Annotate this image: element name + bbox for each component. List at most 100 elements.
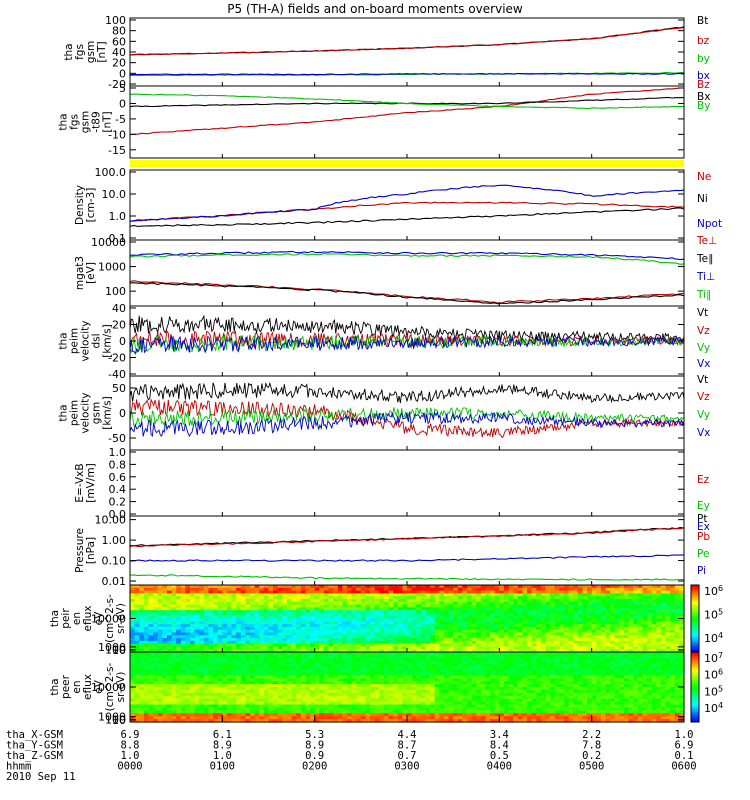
series-line-Ni [129,207,685,228]
footer-value: 8.9 [213,740,232,752]
colorbar-tick-label: 105 [704,684,723,698]
y-tick-label: -40 [108,368,126,381]
footer-value: 0100 [210,761,235,773]
y-tick-label: 100.0 [95,166,127,179]
series-line-bz [129,27,685,56]
y-axis-label: (cm^2-s- [104,594,116,643]
footer-value: 0200 [302,761,327,773]
y-axis-label: tha [58,404,70,421]
y-axis-label: velocity [80,392,92,433]
y-axis-label: [km/s] [102,324,114,358]
legend-label-Vx: Vx [697,358,710,370]
y-axis-label: Density [74,185,86,225]
y-tick-label: 1000 [98,641,126,654]
colorbar-9 [691,652,699,723]
y-axis-label: gsm [80,111,92,133]
legend-label-Ti∥: Ti∥ [696,289,711,301]
legend-label-Pb: Pb [697,531,710,543]
y-axis-label: en [71,612,83,625]
y-tick-label: 1.00 [102,534,127,547]
y-axis-label: (cm^2-s- [104,662,116,711]
series-line-Bt [129,26,685,56]
series-line-Vx [129,410,685,438]
y-axis-label: mgat3 [74,256,86,290]
y-tick-label: 0 [119,407,126,420]
legend-label-Npot: Npot [697,218,722,230]
footer-label-tha_Z-GSM: tha_Z-GSM [6,750,63,762]
legend-label-Ti⊥: Ti⊥ [696,271,715,283]
y-axis-label: fgs [74,44,86,60]
y-axis-label: tha [58,113,70,130]
legend-label-Ex: Ex [697,521,710,533]
y-tick-label: 1000 [98,261,126,274]
footer-label-hhmm: hhmm [6,761,31,773]
y-tick-label: 0.1 [109,232,127,245]
colorbar-tick-label: 106 [704,668,723,682]
legend-label-Ne: Ne [697,171,711,183]
y-axis-label: Pressure [74,528,86,573]
panel-frame-1 [129,85,685,159]
series-line-Pb [129,527,685,548]
y-tick-label: -15 [108,144,126,157]
y-axis-label: [nT] [96,41,108,62]
y-tick-label: 10000 [91,613,126,626]
footer-value: 6.9 [675,740,694,752]
panel-frame-6 [129,449,685,517]
chart-title: P5 (TH-A) fields and on-board moments ov… [227,2,523,16]
y-tick-label: 0.01 [102,575,127,588]
y-axis-label: fgs [69,114,81,130]
y-axis-label: E=-VxB [74,463,86,502]
y-axis-label: sr-eV) [115,672,127,703]
spectrogram-ion [130,585,685,653]
y-tick-label: 10 [112,714,126,727]
series-line-Npot [129,184,685,222]
legend-label-By: By [697,100,710,112]
y-tick-label: 10 [112,644,126,657]
y-tick-label: 100 [105,14,126,27]
footer-value: 0.7 [398,750,417,762]
colorbar-tick-label: 104 [704,631,723,645]
colorbar-tick-label: 107 [704,651,723,665]
y-tick-label: 20 [112,57,126,70]
y-axis-label: peir [60,608,72,629]
y-tick-label: 0.2 [109,496,127,509]
footer-value: 0500 [579,761,604,773]
series-line-Vy [129,334,685,354]
y-tick-label: 0 [119,67,126,80]
legend-label-Pt: Pt [697,513,707,525]
legend-label-Vx: Vx [697,427,710,439]
footer-value: 6.9 [121,729,140,741]
y-axis-label: peim [69,328,81,354]
colorbar-frame [690,651,700,723]
y-tick-label: 60 [112,35,126,48]
y-axis-label: tha [49,678,61,695]
y-axis-label: -t89 [91,111,103,132]
footer-value: 2.2 [582,729,601,741]
footer-label-tha_Y-GSM: tha_Y-GSM [6,740,63,752]
y-axis-label: [eV] [85,262,97,284]
series-line-By [129,93,685,110]
y-tick-label: 0.6 [109,471,127,484]
footer-value: 0400 [487,761,512,773]
y-axis-label: sr-eV) [115,603,127,634]
y-tick-label: 0.8 [109,458,127,471]
y-tick-label: 1000 [98,711,126,724]
y-tick-label: 1.0 [109,210,127,223]
legend-label-Vt: Vt [697,374,708,386]
y-axis-label: tha [49,610,61,627]
y-tick-label: 0.10 [102,555,127,568]
y-axis-label: peer [60,674,72,699]
footer-value: 0.9 [305,750,324,762]
legend-label-Pe: Pe [697,548,709,560]
y-axis-label: [nPa] [85,537,97,564]
y-axis-label: tha [63,43,75,60]
legend-label-Vt: Vt [697,307,708,319]
series-line-Pt [129,527,685,547]
y-axis-label: gsm [85,41,97,63]
y-tick-label: 0.4 [109,483,127,496]
footer-value: 5.3 [305,729,324,741]
y-axis-label: eflux [82,674,94,700]
legend-label-Ey: Ey [697,500,710,512]
footer-value: 1.0 [675,729,694,741]
